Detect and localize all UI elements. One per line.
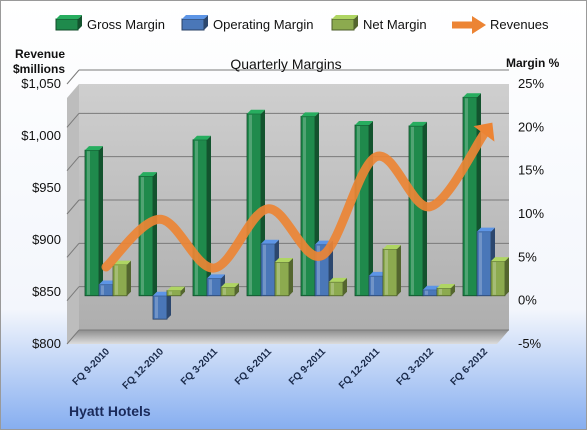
bar-net-margin-0 — [113, 261, 131, 296]
bar-net-margin-5 — [383, 245, 401, 296]
plot-side-wall — [67, 84, 79, 344]
bar-gross-margin-5 — [355, 121, 373, 296]
chart-title: Quarterly Margins — [230, 56, 341, 72]
right-tick-label: 0% — [518, 293, 537, 308]
bar-net-margin-6 — [437, 284, 455, 296]
svg-text:Revenues: Revenues — [490, 17, 549, 32]
right-tick-label: -5% — [518, 336, 542, 351]
legend-item-0: Gross Margin — [56, 15, 165, 32]
left-tick-label: $1,050 — [21, 76, 61, 91]
legend-item-2: Net Margin — [332, 15, 427, 32]
left-tick-label: $800 — [32, 336, 61, 351]
right-axis-label: Margin % — [506, 56, 560, 70]
left-tick-label: $950 — [32, 180, 61, 195]
bar-net-margin-4 — [329, 278, 347, 296]
left-tick-label: $900 — [32, 232, 61, 247]
company-label: Hyatt Hotels — [69, 403, 151, 419]
left-tick-label: $850 — [32, 284, 61, 299]
right-tick-label: 25% — [518, 76, 544, 91]
bar-net-margin-1 — [167, 287, 185, 296]
svg-text:Operating Margin: Operating Margin — [213, 17, 313, 32]
bar-net-margin-2 — [221, 283, 239, 296]
right-tick-label: 20% — [518, 119, 544, 134]
left-axis-label-line2: $millions — [13, 62, 65, 76]
right-tick-label: 5% — [518, 249, 537, 264]
legend-item-1: Operating Margin — [182, 15, 313, 32]
left-axis-label-line1: Revenue — [15, 47, 65, 61]
left-tick-label: $1,000 — [21, 128, 61, 143]
bar-gross-margin-0 — [85, 146, 103, 296]
svg-text:Gross Margin: Gross Margin — [87, 17, 165, 32]
bar-net-margin-7 — [491, 257, 509, 296]
svg-text:Net Margin: Net Margin — [363, 17, 427, 32]
right-tick-label: 10% — [518, 206, 544, 221]
right-tick-label: 15% — [518, 163, 544, 178]
plot-floor — [67, 330, 509, 344]
bar-net-margin-3 — [275, 258, 293, 296]
